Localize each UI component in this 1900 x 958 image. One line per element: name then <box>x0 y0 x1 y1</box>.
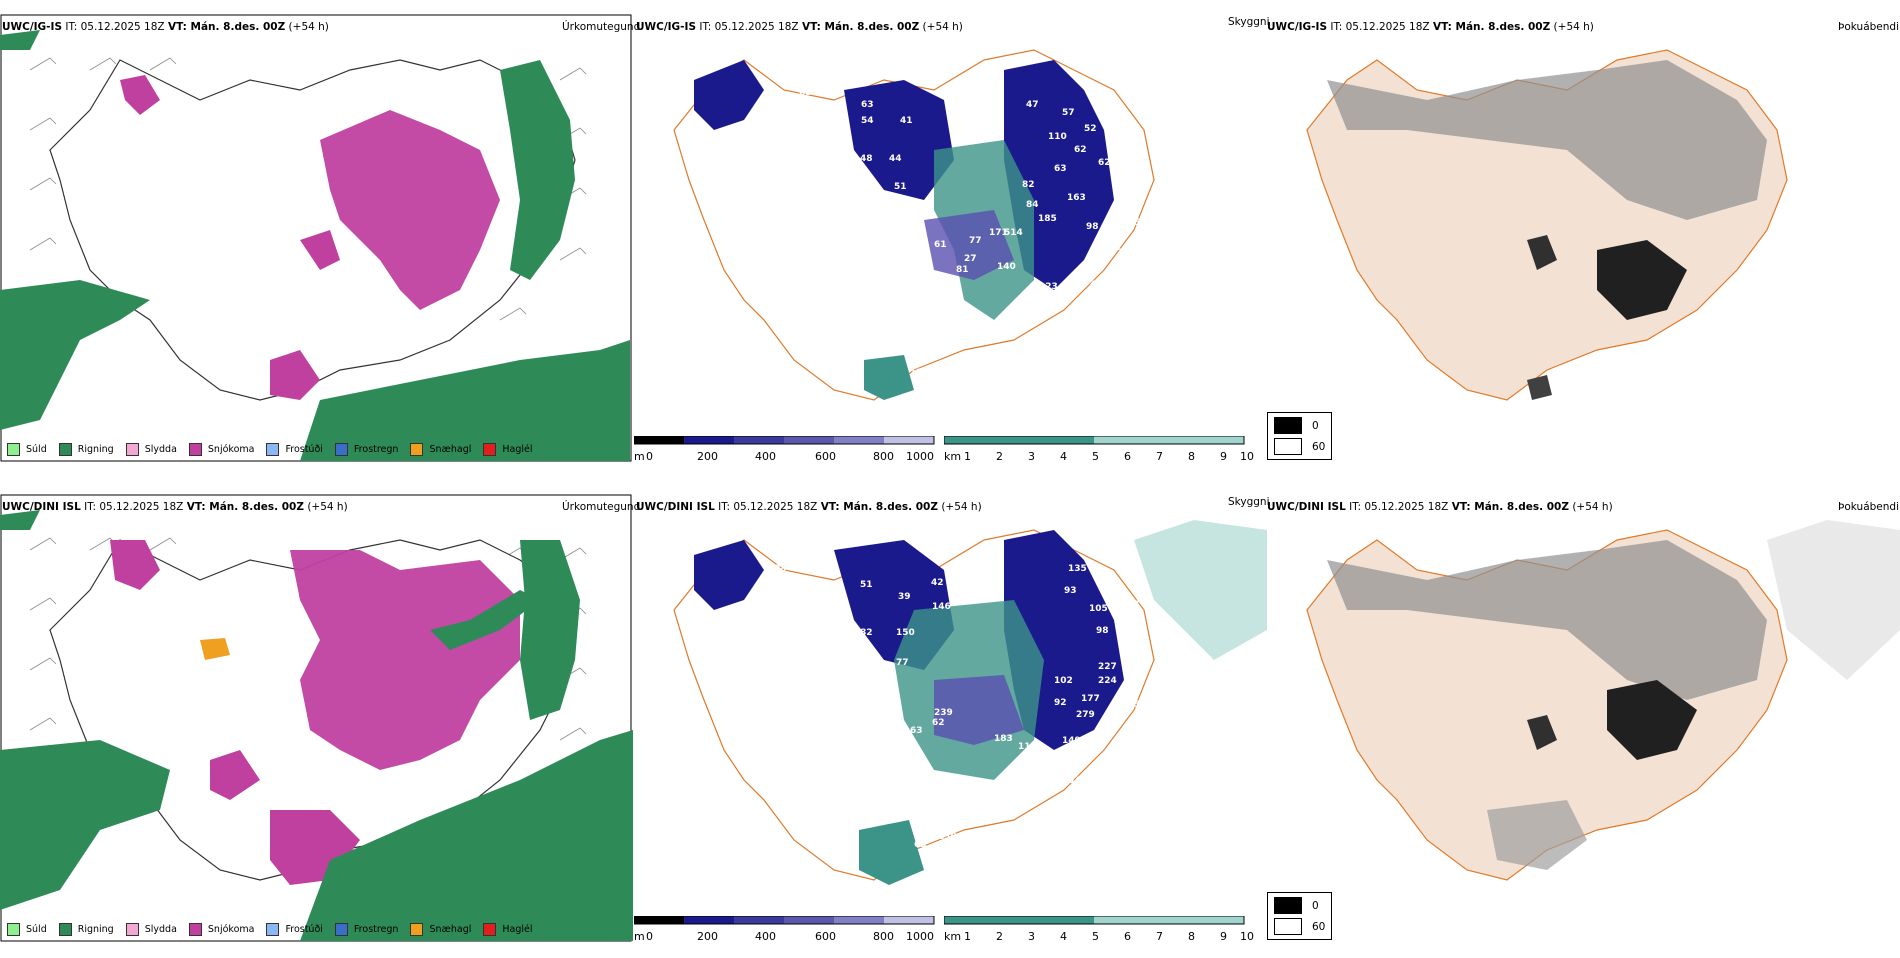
visibility-panel-row2: UWC/DINI ISL IT: 05.12.2025 18Z VT: Mán.… <box>633 480 1270 958</box>
snow-area <box>320 110 500 310</box>
fog-gray-north <box>1327 60 1767 220</box>
myrdalsjokull <box>859 820 924 885</box>
vis-numbers: 98 43 57 73 51 39 42 135 93 105 53 82 15… <box>674 564 1193 880</box>
fog-dark-2 <box>1527 235 1557 270</box>
fog-legend: 0 60 <box>1267 412 1333 460</box>
vis-numbers: 65 77 97 63 54 41 47 57 52 48 44 110 62 … <box>764 88 1147 403</box>
fog-panel-row1: UWC/IG-IS IT: 05.12.2025 18Z VT: Mán. 8.… <box>1267 0 1900 478</box>
height-colorbar: m 0 200 400 600 800 1000 <box>633 435 935 463</box>
run-header: UWC/IG-IS IT: 05.12.2025 18Z VT: Mán. 8.… <box>636 21 963 33</box>
visibility-panel-row1: UWC/IG-IS IT: 05.12.2025 18Z VT: Mán. 8.… <box>633 0 1270 478</box>
fog-gray-south <box>1487 800 1587 870</box>
vis-bar-graphic <box>943 915 1245 925</box>
rain-area-s <box>300 730 633 941</box>
visibility-map <box>673 49 1155 401</box>
rain-area-nw-corner <box>0 30 40 50</box>
panel-title: Þokuábendi <box>1838 21 1899 33</box>
high-terrain-nw <box>694 540 764 610</box>
run-header: UWC/DINI ISL IT: 05.12.2025 18Z VT: Mán.… <box>2 501 348 513</box>
run-header: UWC/DINI ISL IT: 05.12.2025 18Z VT: Mán.… <box>636 501 982 513</box>
hail-area <box>200 638 230 660</box>
snow-area-3 <box>270 350 320 400</box>
run-header: UWC/IG-IS IT: 05.12.2025 18Z VT: Mán. 8.… <box>2 21 329 33</box>
panel-title: Skyggni <box>1228 496 1270 508</box>
rain-strip <box>430 590 540 650</box>
vatnajokull <box>934 675 1024 745</box>
precip-panel-row2: UWC/DINI ISL IT: 05.12.2025 18Z VT: Mán.… <box>0 480 640 958</box>
snow-area <box>290 550 520 770</box>
visibility-colorbar: km 1 2 3 4 5 6 7 8 9 10 <box>943 435 1254 463</box>
run-header: UWC/IG-IS IT: 05.12.2025 18Z VT: Mán. 8.… <box>1267 21 1594 33</box>
vatnajokull <box>924 210 1014 280</box>
fog-dark-east <box>1607 680 1697 760</box>
height-bar-graphic <box>633 435 935 445</box>
fog-map <box>1306 49 1788 401</box>
panel-title: Úrkomutegund <box>562 21 641 33</box>
vis-bar-graphic <box>943 435 1245 445</box>
snow-area-nw <box>120 75 160 115</box>
snow-area-2 <box>300 230 340 270</box>
fog-panel-row2: UWC/DINI ISL IT: 05.12.2025 18Z VT: Mán.… <box>1267 480 1900 958</box>
panel-title: Þokuábendi <box>1838 501 1899 513</box>
offshore-fog <box>1134 520 1267 660</box>
rain-area-east <box>500 60 575 280</box>
height-bar-graphic <box>633 915 935 925</box>
precip-map <box>0 14 632 462</box>
rain-area-s <box>300 340 630 461</box>
snow-area-3 <box>210 750 260 800</box>
fog-dark-east <box>1597 240 1687 320</box>
precip-panel-row1: UWC/IG-IS IT: 05.12.2025 18Z VT: Mán. 8.… <box>0 0 640 478</box>
precip-map <box>0 494 633 942</box>
rain-area-east <box>520 540 580 720</box>
fog-dark-2 <box>1527 715 1557 750</box>
precip-legend: Súld Rigning Slydda Snjókoma Frostúði Fr… <box>1 917 631 941</box>
rain-area-sw <box>0 280 150 430</box>
high-terrain <box>844 80 954 200</box>
precip-legend: Súld Rigning Slydda Snjókoma Frostúði Fr… <box>1 437 631 461</box>
fog-gray-north <box>1327 540 1767 700</box>
high-terrain-nw <box>694 60 764 130</box>
fog-legend: 0 60 <box>1267 892 1333 940</box>
visibility-colorbar: km 1 2 3 4 5 6 7 8 9 10 <box>943 915 1254 943</box>
visibility-map <box>673 520 1267 885</box>
rain-area-sw <box>0 740 170 910</box>
panel-title: Úrkomutegund <box>562 501 641 513</box>
fog-map <box>1306 520 1900 881</box>
panel-title: Skyggni <box>1228 16 1270 28</box>
myrdalsjokull <box>864 355 914 400</box>
height-colorbar: m 0 200 400 600 800 1000 <box>633 915 935 943</box>
rain-area-nw-corner <box>0 510 40 530</box>
fog-offshore <box>1767 520 1900 680</box>
run-header: UWC/DINI ISL IT: 05.12.2025 18Z VT: Mán.… <box>1267 501 1613 513</box>
fog-dark-3 <box>1527 375 1552 400</box>
snow-area-nw <box>110 540 160 590</box>
